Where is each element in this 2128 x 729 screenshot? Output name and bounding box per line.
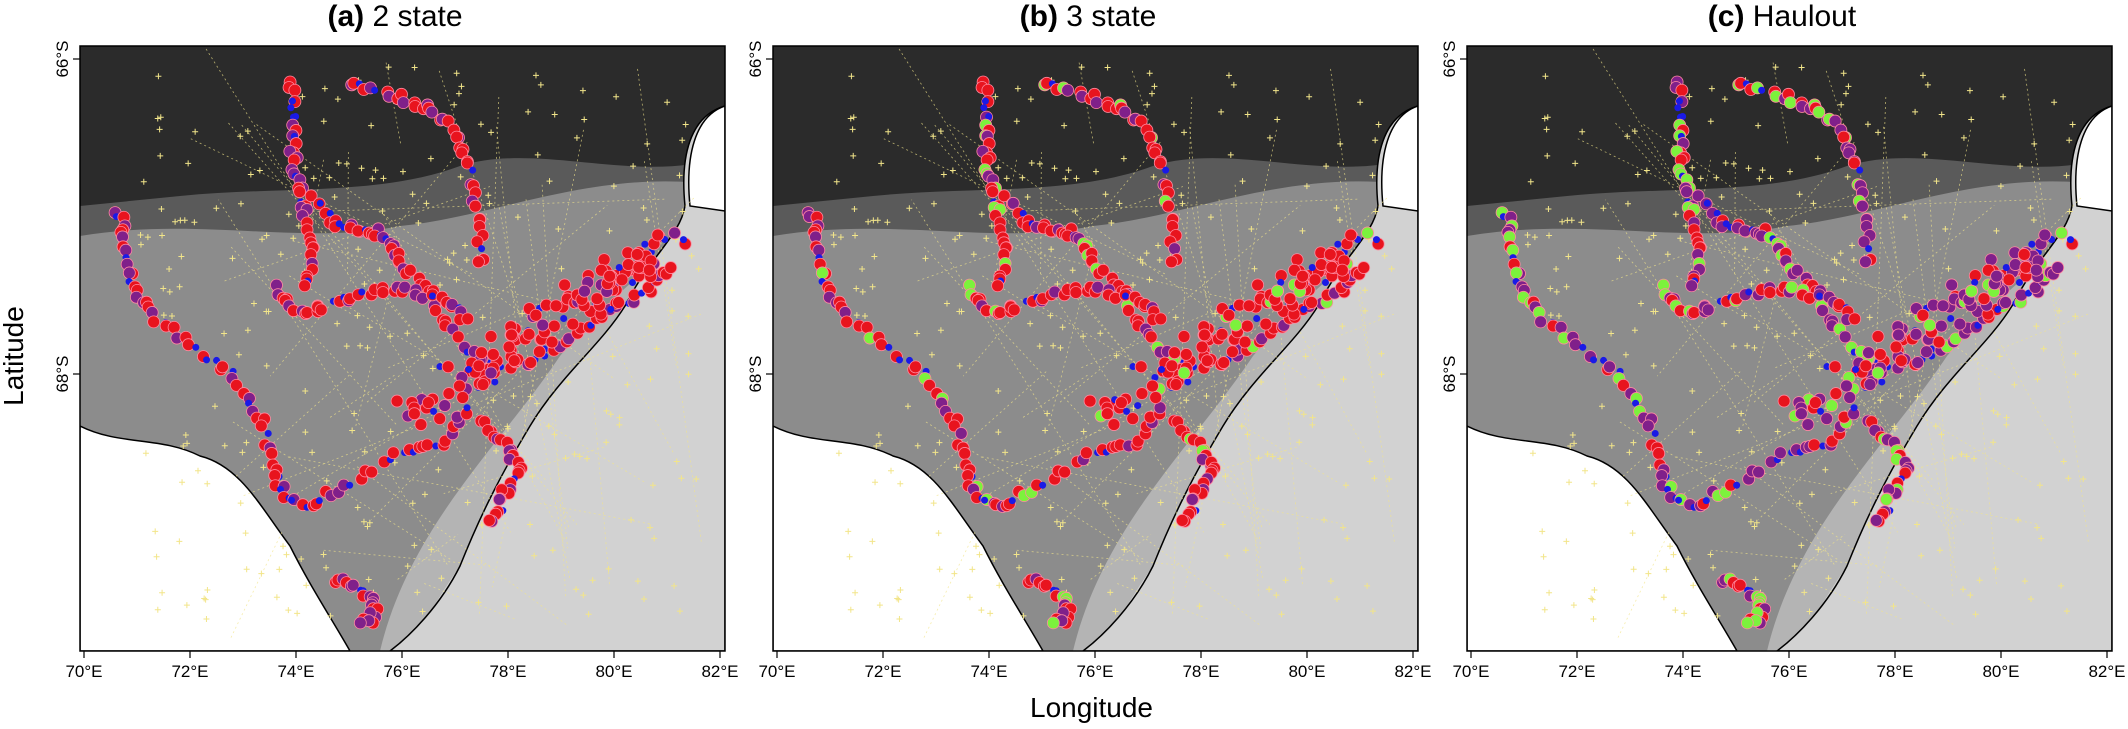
x-tick-label: 74°E xyxy=(970,662,1007,681)
map-panel-a: 70°E 72°E 74°E 76°E 78°E 80°E 82°E 66°S 68°S xyxy=(53,40,739,681)
x-tick-label: 76°E xyxy=(1076,662,1113,681)
panel-letter: (a) xyxy=(327,0,365,33)
x-tick-label: 80°E xyxy=(595,662,632,681)
x-tick-label: 78°E xyxy=(1876,662,1913,681)
panel-name: 3 state xyxy=(1066,0,1157,33)
panel-title-c: (c) Haulout xyxy=(1452,0,2112,34)
x-tick-label: 70°E xyxy=(65,662,102,681)
x-tick-label: 72°E xyxy=(1558,662,1595,681)
y-tick-label: 68°S xyxy=(746,355,765,392)
map-panel-c: 70°E 72°E 74°E 76°E 78°E 80°E 82°E 66°S 68°S xyxy=(1440,40,2126,681)
state-points xyxy=(1495,75,2079,630)
panel-title-b: (b) 3 state xyxy=(758,0,1418,34)
x-tick-label: 78°E xyxy=(489,662,526,681)
panel-letter: (c) xyxy=(1707,0,1745,33)
x-tick-label: 76°E xyxy=(383,662,420,681)
x-axis-label: Longitude xyxy=(1030,692,1154,723)
y-tick-label: 66°S xyxy=(746,40,765,77)
coastline xyxy=(1081,105,1418,651)
x-tick-label: 82°E xyxy=(1394,662,1431,681)
coastline xyxy=(388,105,725,651)
y-tick-label: 66°S xyxy=(1440,40,1459,77)
x-tick-label: 74°E xyxy=(277,662,314,681)
x-tick-label: 72°E xyxy=(171,662,208,681)
x-tick-label: 78°E xyxy=(1182,662,1219,681)
island xyxy=(688,105,725,212)
y-tick-label: 68°S xyxy=(53,355,72,392)
x-tick-label: 80°E xyxy=(1982,662,2019,681)
panel-letter: (b) xyxy=(1019,0,1058,33)
track-crosses xyxy=(137,64,702,622)
deep-ocean xyxy=(80,46,725,206)
x-tick-label: 70°E xyxy=(1452,662,1489,681)
x-tick-label: 82°E xyxy=(2088,662,2125,681)
deep-ocean xyxy=(1467,46,2112,206)
map-panel-b: 70°E 72°E 74°E 76°E 78°E 80°E 82°E 66°S 68°S xyxy=(746,40,1432,681)
island xyxy=(2075,105,2112,212)
west-ice-shelf xyxy=(773,425,1044,651)
coastline xyxy=(1775,105,2112,651)
x-tick-label: 80°E xyxy=(1288,662,1325,681)
west-ice-shelf xyxy=(80,425,351,651)
track-crosses xyxy=(830,64,1395,622)
x-tick-label: 74°E xyxy=(1664,662,1701,681)
x-tick-label: 76°E xyxy=(1770,662,1807,681)
deep-ocean xyxy=(773,46,1418,206)
y-tick-label: 68°S xyxy=(1440,355,1459,392)
state-points xyxy=(801,75,1385,630)
panel-title-a: (a) 2 state xyxy=(65,0,725,34)
y-axis-label: Latitude xyxy=(0,306,29,406)
panel-name: Haulout xyxy=(1752,0,1857,33)
x-tick-label: 70°E xyxy=(758,662,795,681)
island xyxy=(1381,105,1418,212)
x-tick-label: 72°E xyxy=(864,662,901,681)
state-points xyxy=(108,75,692,630)
panel-name: 2 state xyxy=(372,0,463,33)
west-ice-shelf xyxy=(1467,425,1738,651)
y-tick-label: 66°S xyxy=(53,40,72,77)
x-tick-label: 82°E xyxy=(701,662,738,681)
